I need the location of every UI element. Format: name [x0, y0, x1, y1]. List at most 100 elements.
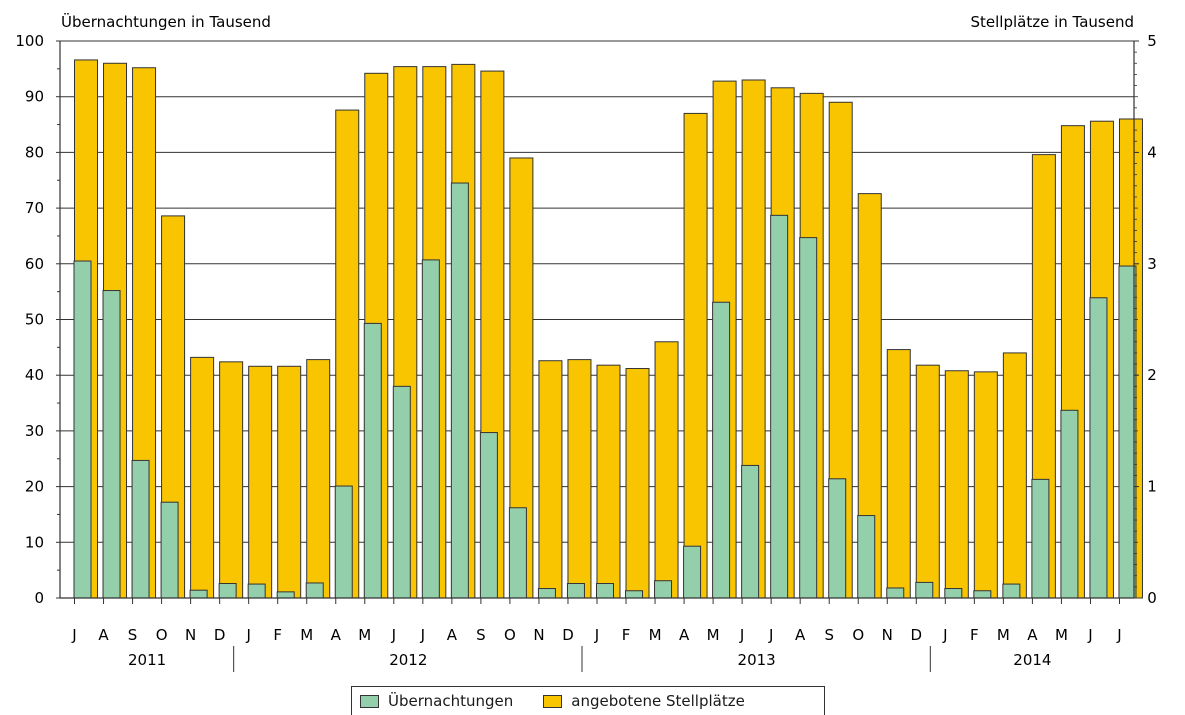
year-label: 2012	[389, 651, 427, 669]
month-label: O	[504, 626, 516, 644]
month-label: O	[852, 626, 864, 644]
bar-uebernachtungen	[421, 259, 440, 599]
bar-uebernachtungen	[508, 507, 527, 599]
month-label: D	[214, 626, 226, 644]
month-label: J	[71, 626, 76, 644]
bar-uebernachtungen	[218, 583, 237, 599]
month-label: M	[1055, 626, 1068, 644]
bar-uebernachtungen	[566, 583, 585, 599]
month-label: J	[1116, 626, 1121, 644]
left-tick-label: 20	[25, 478, 44, 496]
chart: Übernachtungen in Tausend Stellplätze in…	[15, 12, 1157, 672]
month-label: J	[245, 626, 250, 644]
bar-uebernachtungen	[305, 582, 324, 599]
legend-label-stellplaetze: angebotene Stellplätze	[571, 692, 745, 710]
bar-uebernachtungen	[1002, 583, 1021, 599]
month-label: M	[997, 626, 1010, 644]
bar-uebernachtungen	[1089, 297, 1108, 599]
right-tick-label: 2	[1147, 366, 1157, 384]
right-tick-label: 5	[1147, 32, 1157, 50]
month-label: D	[562, 626, 574, 644]
legend-swatch-stellplaetze	[543, 694, 563, 708]
month-label: M	[649, 626, 662, 644]
bar-uebernachtungen	[944, 588, 963, 599]
left-tick-label: 60	[25, 255, 44, 273]
bar-uebernachtungen	[392, 385, 411, 599]
right-tick-label: 3	[1147, 255, 1157, 273]
year-label: 2011	[128, 651, 166, 669]
left-tick-label: 10	[25, 533, 44, 551]
bar-stellplaetze	[625, 368, 650, 599]
month-label: F	[273, 626, 282, 644]
bar-uebernachtungen	[857, 515, 876, 599]
bar-stellplaetze	[538, 360, 563, 599]
right-tick-label: 4	[1147, 143, 1157, 161]
bar-uebernachtungen	[770, 214, 789, 599]
month-label: D	[911, 626, 923, 644]
right-axis-title: Stellplätze in Tausend	[971, 13, 1135, 31]
bar-uebernachtungen	[828, 478, 847, 599]
month-label: A	[1027, 626, 1038, 644]
bar-stellplaetze	[654, 341, 679, 599]
bar-uebernachtungen	[276, 591, 295, 599]
month-label: N	[533, 626, 544, 644]
month-label: O	[156, 626, 168, 644]
left-tick-label: 70	[25, 199, 44, 217]
left-tick-label: 0	[34, 589, 44, 607]
bar-uebernachtungen	[160, 501, 179, 599]
bar-stellplaetze	[596, 364, 621, 599]
left-tick-label: 80	[25, 143, 44, 161]
bar-uebernachtungen	[915, 581, 934, 599]
legend: Übernachtungen angebotene Stellplätze	[351, 686, 825, 715]
month-label: A	[447, 626, 458, 644]
legend-item-uebernachtungen: Übernachtungen	[360, 692, 513, 710]
right-tick-label: 1	[1147, 478, 1157, 496]
bar-uebernachtungen	[189, 589, 208, 599]
month-label: J	[1087, 626, 1092, 644]
bar-stellplaetze	[915, 364, 940, 599]
bar-stellplaetze	[248, 365, 273, 599]
bar-uebernachtungen	[363, 322, 382, 599]
month-label: A	[795, 626, 806, 644]
month-label: F	[622, 626, 631, 644]
month-label: M	[358, 626, 371, 644]
bar-stellplaetze	[683, 112, 708, 599]
month-label: S	[128, 626, 138, 644]
month-label: S	[476, 626, 486, 644]
month-label: N	[882, 626, 893, 644]
bar-stellplaetze	[190, 356, 215, 599]
month-label: M	[707, 626, 720, 644]
bar-uebernachtungen	[886, 587, 905, 599]
bar-uebernachtungen	[334, 485, 353, 599]
bar-uebernachtungen	[683, 545, 702, 599]
bar-uebernachtungen	[247, 583, 266, 599]
bar-stellplaetze	[306, 359, 331, 599]
month-label: F	[970, 626, 979, 644]
bar-stellplaetze	[886, 349, 911, 599]
month-label: A	[679, 626, 690, 644]
bar-stellplaetze	[973, 371, 998, 599]
month-label: A	[331, 626, 342, 644]
year-label: 2014	[1013, 651, 1051, 669]
bar-uebernachtungen	[73, 260, 92, 599]
month-label: J	[768, 626, 773, 644]
bar-stellplaetze	[1002, 352, 1027, 599]
left-axis-title: Übernachtungen in Tausend	[61, 12, 271, 31]
bar-uebernachtungen	[131, 459, 150, 599]
bars	[73, 59, 1143, 599]
bar-uebernachtungen	[1060, 409, 1079, 599]
left-tick-label: 100	[15, 32, 44, 50]
bar-stellplaetze	[219, 361, 244, 599]
bar-uebernachtungen	[712, 301, 731, 599]
legend-label-uebernachtungen: Übernachtungen	[388, 692, 514, 710]
year-labels: 2011 2012 2013 2014	[128, 646, 1051, 672]
bar-uebernachtungen	[1031, 478, 1050, 599]
left-tick-label: 40	[25, 366, 44, 384]
legend-swatch-uebernachtungen	[360, 694, 379, 708]
bar-stellplaetze	[277, 365, 302, 599]
left-tick-label: 90	[25, 88, 44, 106]
bar-stellplaetze	[944, 370, 969, 599]
legend-item-stellplaetze: angebotene Stellplätze	[543, 692, 745, 710]
bar-uebernachtungen	[799, 237, 818, 599]
